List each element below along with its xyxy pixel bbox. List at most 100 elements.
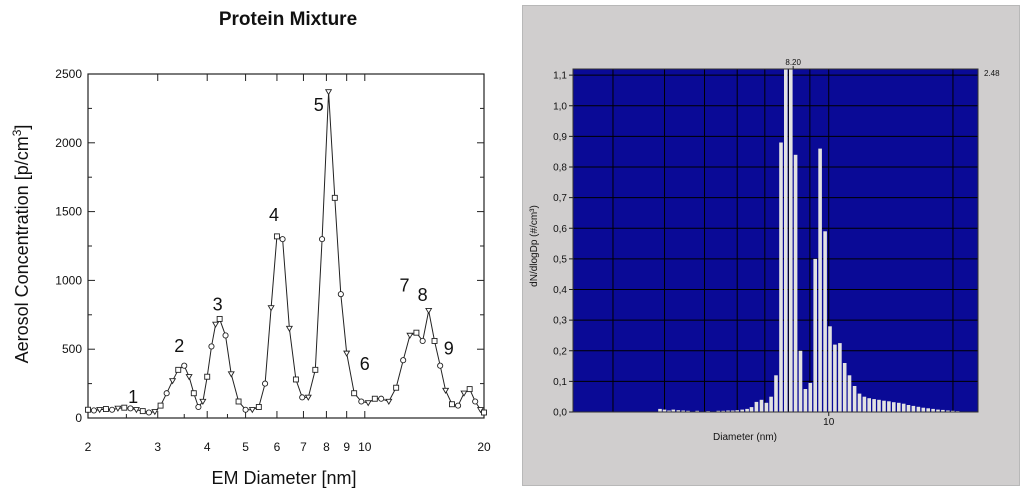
data-point [222, 332, 229, 339]
bar [779, 142, 783, 412]
bar [808, 382, 813, 412]
data-point [151, 409, 159, 416]
data-point [102, 406, 109, 413]
bar [813, 258, 817, 412]
peak-label: 9 [444, 339, 454, 359]
data-point [371, 395, 378, 402]
data-point [393, 384, 400, 391]
x-tick-label: 10 [823, 417, 835, 428]
max-value-label: 2.48 [984, 69, 1000, 78]
bar [823, 231, 827, 412]
x-tick-label: 2 [85, 440, 92, 454]
data-point [351, 390, 358, 397]
y-tick-label: 0,7 [553, 193, 567, 204]
data-point [385, 398, 393, 405]
y-tick-label: 0,2 [553, 346, 567, 357]
data-point [199, 398, 207, 405]
bar [716, 410, 721, 412]
data-point [248, 407, 256, 414]
bar [842, 363, 847, 412]
data-point [121, 404, 128, 411]
y-axis-label: Aerosol Concentration [p/cm3] [10, 125, 32, 364]
data-point [85, 406, 91, 413]
data-point [235, 398, 242, 405]
bar [901, 403, 906, 412]
data-point [108, 406, 116, 413]
bar [951, 410, 955, 412]
y-axis-label-end: ] [12, 125, 32, 130]
protein-mixture-chart: Protein Mixture 0 500 1000 1500 2000 2500 2 3 4… [10, 9, 491, 488]
data-point [419, 337, 426, 344]
bar [740, 409, 744, 412]
y-tick-label: 0,1 [553, 377, 567, 388]
bar [847, 375, 852, 413]
data-point [442, 387, 450, 394]
data-point [378, 395, 385, 402]
y-axis-label: dN/dlogDp (#/cm³) [529, 205, 540, 287]
bar [852, 386, 857, 412]
bar [676, 410, 681, 412]
bar [818, 148, 822, 412]
data-point [96, 407, 104, 414]
x-tick-label: 9 [343, 440, 350, 454]
data-point [455, 402, 462, 409]
y-tick-label: 1500 [55, 205, 82, 219]
plot-border [572, 68, 979, 413]
peak-label: 1 [128, 387, 138, 407]
bar [936, 409, 940, 412]
data-point [319, 236, 326, 243]
data-point [406, 332, 414, 339]
data-point [331, 194, 338, 201]
peak-marker-label: 8.20 [785, 58, 801, 67]
bar [877, 399, 881, 413]
data-point [227, 371, 235, 378]
bar [735, 410, 739, 412]
data-point [216, 315, 223, 322]
y-tick-label: 2500 [55, 67, 82, 81]
peak-label: 4 [269, 205, 279, 225]
bar [798, 350, 803, 413]
data-point [292, 376, 299, 383]
plot-background [573, 69, 978, 412]
data-point [273, 233, 280, 240]
bar [838, 343, 842, 412]
y-axis-label-main: Aerosol Concentration [p/cm [12, 136, 32, 363]
bar [671, 409, 676, 412]
y-tick-label: 1,0 [553, 101, 567, 112]
data-point [431, 337, 438, 344]
x-tick-label: 8 [323, 440, 330, 454]
y-tick-label: 1,1 [553, 71, 567, 82]
bar [667, 410, 671, 412]
bar [916, 406, 921, 412]
bar [857, 393, 862, 412]
bar [730, 410, 735, 412]
data-point [472, 398, 479, 405]
bar [759, 399, 764, 413]
x-tick-label: 3 [154, 440, 161, 454]
data-point [364, 400, 372, 407]
data-point [466, 386, 473, 393]
bar [662, 409, 667, 412]
y-tick-label: 500 [62, 342, 82, 356]
peak-label: 7 [400, 275, 410, 295]
data-point [267, 305, 275, 312]
bar [764, 402, 769, 412]
data-point [400, 357, 407, 364]
y-tick-label: 0,4 [553, 285, 567, 296]
x-tick-label: 5 [242, 440, 249, 454]
bar [911, 405, 916, 412]
bar [906, 405, 911, 412]
data-point [175, 366, 182, 373]
bar [946, 410, 950, 412]
y-tick-label: 0,3 [553, 316, 567, 327]
data-point [208, 343, 215, 350]
bar [726, 410, 730, 412]
y-tick-label: 0,6 [553, 224, 567, 235]
data-point [425, 308, 433, 315]
x-axis-label: EM Diameter [nm] [211, 468, 356, 488]
data-point [195, 403, 202, 411]
data-point [90, 407, 97, 414]
data-point [358, 398, 365, 405]
data-point [481, 409, 487, 416]
y-tick-label: 0,8 [553, 163, 567, 174]
